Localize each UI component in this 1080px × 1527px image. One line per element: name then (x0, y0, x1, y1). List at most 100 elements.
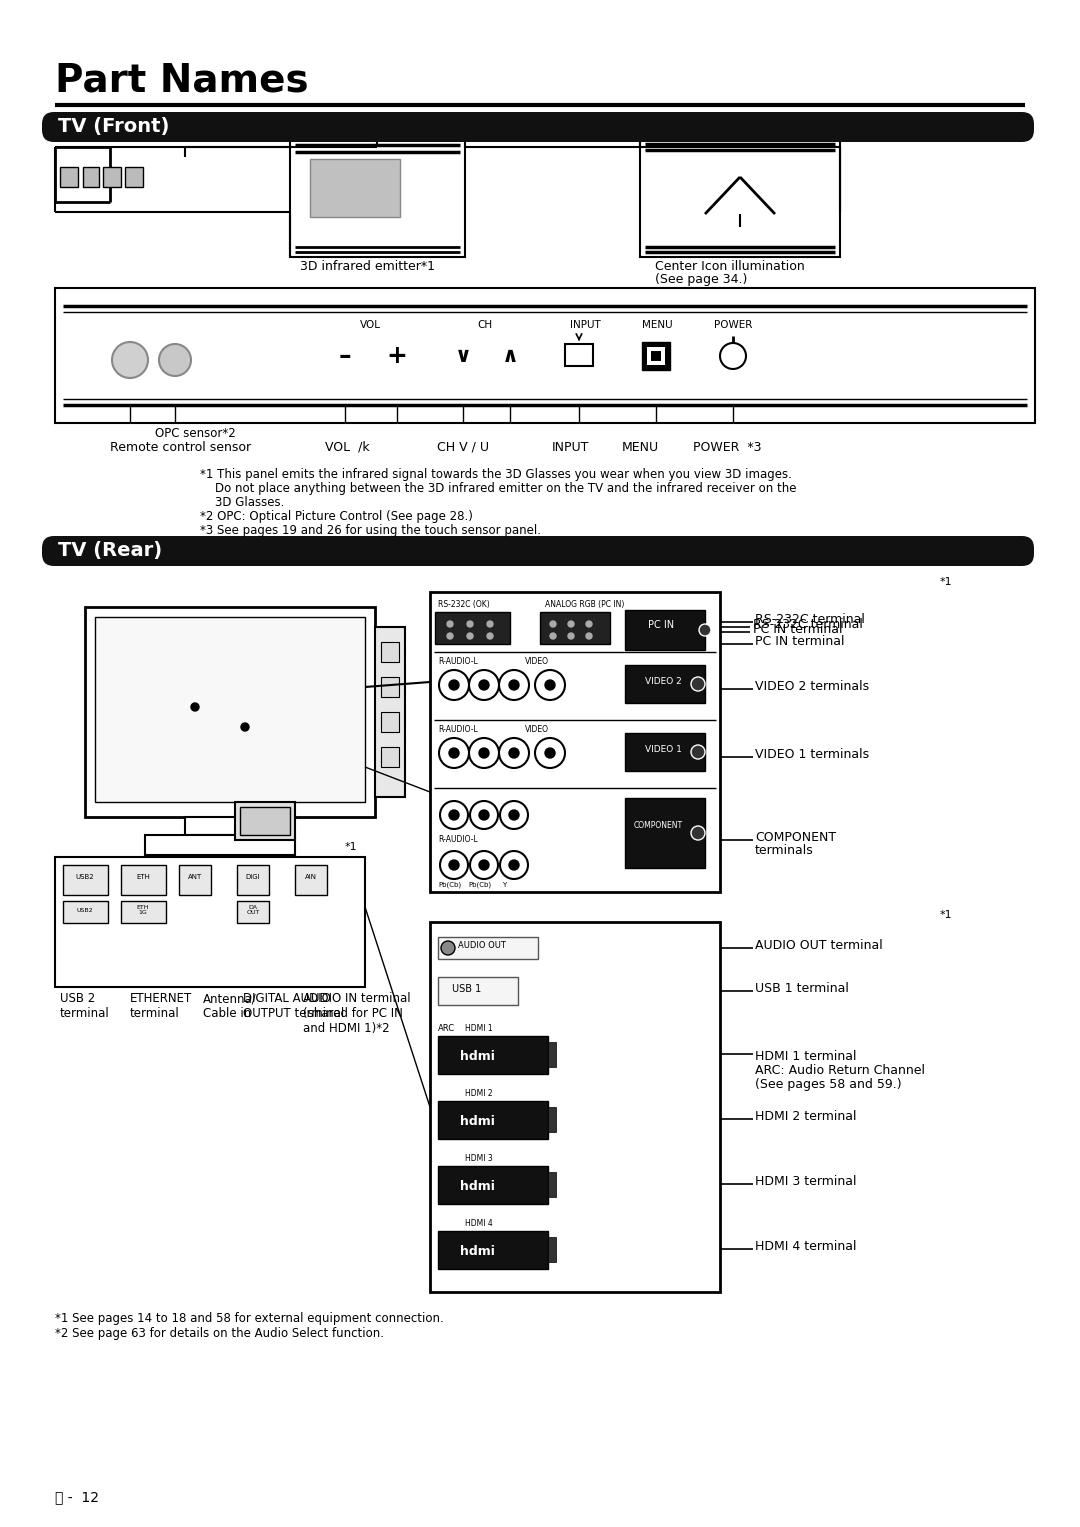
Bar (95, 617, 365, 802)
Text: HDMI 2 terminal: HDMI 2 terminal (755, 1110, 856, 1122)
Bar (565, 344, 593, 366)
Bar (625, 799, 705, 867)
Bar (640, 137, 840, 257)
Text: *2 See page 63 for details on the Audio Select function.: *2 See page 63 for details on the Audio … (55, 1327, 384, 1341)
Circle shape (568, 621, 573, 628)
Circle shape (447, 621, 453, 628)
Text: CH: CH (477, 321, 492, 330)
Text: HDMI 4: HDMI 4 (465, 1219, 492, 1228)
Circle shape (487, 621, 492, 628)
Bar (121, 901, 166, 922)
Circle shape (440, 802, 468, 829)
Text: Pb(Cb): Pb(Cb) (468, 883, 491, 889)
Circle shape (586, 634, 592, 638)
Circle shape (699, 625, 711, 637)
Text: VIDEO: VIDEO (525, 657, 549, 666)
Text: VOL  /k: VOL /k (325, 441, 369, 454)
Text: 3D infrared emitter*1: 3D infrared emitter*1 (300, 260, 435, 273)
Circle shape (545, 680, 555, 690)
Text: TV (Front): TV (Front) (58, 118, 170, 136)
Text: USB 1: USB 1 (453, 983, 482, 994)
Bar (548, 1107, 556, 1132)
Text: DIGITAL AUDIO
OUTPUT terminal: DIGITAL AUDIO OUTPUT terminal (243, 993, 345, 1020)
Text: CH V / U: CH V / U (437, 441, 489, 454)
Text: ∧: ∧ (501, 347, 518, 366)
Text: USB2: USB2 (76, 873, 94, 880)
Bar (548, 1041, 556, 1067)
Text: VIDEO 1: VIDEO 1 (645, 745, 681, 753)
Text: *1: *1 (345, 841, 357, 852)
Bar (55, 289, 1035, 423)
Text: Y: Y (502, 883, 507, 889)
Text: INPUT: INPUT (552, 441, 590, 454)
Text: RS-232C (OK): RS-232C (OK) (438, 600, 489, 609)
Text: HDMI 1: HDMI 1 (465, 1025, 492, 1032)
Circle shape (691, 826, 705, 840)
Bar (430, 592, 720, 892)
Text: POWER: POWER (714, 321, 752, 330)
Bar (642, 342, 670, 370)
Bar (647, 347, 665, 365)
Circle shape (509, 680, 519, 690)
Text: COMPONENT: COMPONENT (634, 820, 684, 829)
Circle shape (449, 748, 459, 757)
Text: *1 See pages 14 to 18 and 58 for external equipment connection.: *1 See pages 14 to 18 and 58 for externa… (55, 1312, 444, 1325)
Bar (179, 864, 211, 895)
Circle shape (499, 670, 529, 699)
Bar (145, 835, 295, 855)
Bar (381, 676, 399, 696)
Circle shape (469, 738, 499, 768)
Circle shape (438, 670, 469, 699)
Bar (438, 1167, 548, 1203)
Text: Center Icon illumination: Center Icon illumination (654, 260, 805, 273)
Bar (121, 864, 166, 895)
Text: PC IN terminal: PC IN terminal (753, 623, 842, 637)
Text: MENU: MENU (622, 441, 659, 454)
Text: USB2: USB2 (77, 907, 93, 913)
Text: COMPONENT: COMPONENT (755, 831, 836, 844)
Circle shape (470, 802, 498, 829)
Circle shape (509, 809, 519, 820)
Bar (651, 351, 661, 360)
Text: (See pages 58 and 59.): (See pages 58 and 59.) (755, 1078, 902, 1090)
Text: hdmi: hdmi (460, 1180, 495, 1193)
Circle shape (509, 860, 519, 870)
Circle shape (586, 621, 592, 628)
Bar (548, 1173, 556, 1197)
Text: MENU: MENU (642, 321, 673, 330)
Bar (55, 857, 365, 986)
Bar (438, 1101, 548, 1139)
Text: *1 This panel emits the infrared signal towards the 3D Glasses you wear when you: *1 This panel emits the infrared signal … (200, 467, 792, 481)
Circle shape (447, 634, 453, 638)
Circle shape (449, 680, 459, 690)
Circle shape (441, 941, 455, 954)
Circle shape (449, 860, 459, 870)
Bar (625, 609, 705, 651)
Circle shape (720, 344, 746, 370)
Text: HDMI 3 terminal: HDMI 3 terminal (755, 1174, 856, 1188)
Text: ETH: ETH (136, 873, 150, 880)
Text: 3D Glasses.: 3D Glasses. (200, 496, 284, 508)
Text: HDMI 1 terminal: HDMI 1 terminal (755, 1051, 856, 1063)
Circle shape (535, 670, 565, 699)
Circle shape (500, 851, 528, 880)
Text: ANALOG RGB (PC IN): ANALOG RGB (PC IN) (545, 600, 624, 609)
Bar (85, 608, 375, 817)
Circle shape (535, 738, 565, 768)
Bar (625, 733, 705, 771)
Text: (See page 34.): (See page 34.) (654, 273, 747, 286)
Circle shape (568, 634, 573, 638)
Bar (295, 864, 327, 895)
Bar (125, 166, 143, 186)
Text: USB 2
terminal: USB 2 terminal (60, 993, 110, 1020)
Text: HDMI 3: HDMI 3 (465, 1154, 492, 1164)
Bar (540, 612, 610, 644)
Text: ETH
1G: ETH 1G (137, 904, 149, 915)
Bar (237, 901, 269, 922)
Bar (291, 137, 465, 257)
Text: INPUT: INPUT (569, 321, 600, 330)
Circle shape (487, 634, 492, 638)
Bar (381, 747, 399, 767)
Text: Do not place anything between the 3D infrared emitter on the TV and the infrared: Do not place anything between the 3D inf… (200, 483, 797, 495)
Bar (435, 612, 510, 644)
